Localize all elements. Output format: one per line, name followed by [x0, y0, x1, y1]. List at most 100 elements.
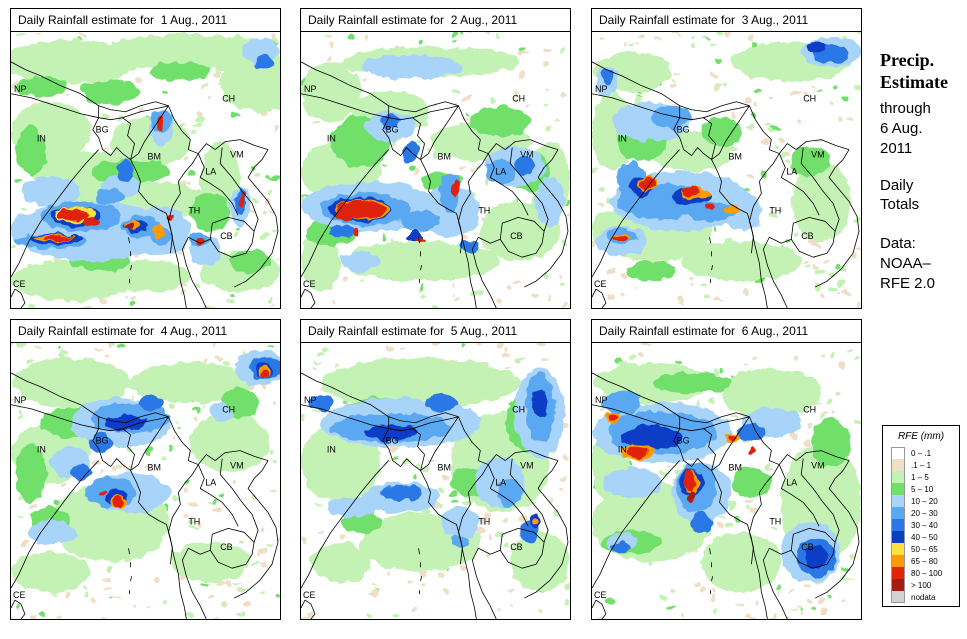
rain-speckle	[670, 588, 677, 595]
rain-speckle	[842, 598, 847, 602]
rain-cell	[601, 467, 662, 498]
rainfall-panel-aug-2: Daily Rainfall estimate for 2 Aug., 2011…	[300, 8, 571, 309]
rain-cell	[498, 477, 523, 508]
map-canvas: NP CH IN BG BM VM LA TH CB CE	[11, 32, 280, 308]
rain-speckle	[78, 33, 87, 37]
rain-speckle	[223, 603, 227, 607]
rain-speckle	[672, 33, 681, 36]
rain-speckle	[187, 171, 196, 178]
country-label-ce: CE	[13, 590, 25, 600]
rain-speckle	[185, 154, 190, 160]
legend-item: 30 – 40	[891, 519, 942, 531]
rain-speckle	[700, 283, 706, 287]
rain-speckle	[831, 84, 839, 91]
rain-speckle	[830, 352, 836, 359]
rainfall-field	[301, 343, 570, 619]
rain-cell	[113, 496, 124, 509]
country-label-in: IN	[37, 445, 46, 455]
rain-speckle	[710, 595, 717, 601]
rain-speckle	[250, 208, 255, 213]
rain-speckle	[702, 37, 710, 40]
rain-cell	[452, 536, 469, 549]
rain-speckle	[712, 297, 722, 303]
legend-swatch	[891, 531, 905, 543]
rain-speckle	[560, 303, 569, 308]
country-label-ch: CH	[512, 405, 525, 415]
rain-speckle	[648, 560, 653, 568]
rain-speckle	[776, 589, 781, 596]
rain-speckle	[712, 588, 717, 595]
rain-cell	[208, 402, 233, 423]
country-label-la: LA	[786, 166, 797, 176]
rain-cell	[99, 489, 106, 496]
rain-speckle	[852, 218, 861, 223]
rain-speckle	[242, 350, 246, 355]
rain-speckle	[790, 609, 798, 612]
rain-cell	[532, 387, 549, 418]
rain-speckle	[236, 611, 246, 616]
title-line-2: Estimate	[880, 72, 948, 92]
rain-speckle	[211, 304, 216, 308]
rain-speckle	[124, 293, 129, 298]
rain-speckle	[224, 581, 232, 588]
rain-cell	[510, 532, 570, 593]
rain-speckle	[179, 249, 183, 255]
rain-speckle	[476, 527, 485, 535]
rain-speckle	[16, 33, 26, 36]
rain-speckle	[188, 502, 197, 510]
rain-speckle	[192, 417, 198, 423]
rain-speckle	[814, 268, 824, 274]
rain-speckle	[720, 367, 724, 373]
panel-title: Daily Rainfall estimate for 3 Aug., 2011	[591, 8, 862, 32]
rain-cell	[380, 113, 401, 130]
rain-cell	[701, 532, 782, 593]
country-label-la: LA	[495, 477, 506, 487]
rain-speckle	[820, 410, 829, 415]
rain-speckle	[215, 357, 223, 362]
rain-speckle	[130, 296, 137, 303]
rain-speckle	[708, 44, 718, 47]
rain-speckle	[160, 92, 165, 96]
rain-speckle	[174, 421, 182, 425]
rain-speckle	[768, 95, 774, 99]
rain-speckle	[372, 584, 377, 587]
rain-speckle	[713, 609, 718, 617]
legend-swatch	[891, 471, 905, 483]
rain-speckle	[461, 95, 471, 102]
rain-speckle	[800, 611, 805, 617]
rain-speckle	[182, 487, 189, 492]
rain-speckle	[206, 499, 213, 503]
rain-speckle	[427, 148, 431, 151]
rain-speckle	[845, 117, 854, 121]
rain-speckle	[537, 343, 545, 346]
rain-speckle	[828, 271, 836, 278]
rain-cell	[606, 414, 617, 421]
rain-speckle	[713, 368, 721, 376]
rain-speckle	[262, 232, 271, 237]
rain-cell	[80, 79, 141, 104]
rain-cell	[335, 211, 356, 222]
rain-speckle	[251, 197, 260, 203]
rain-speckle	[413, 475, 417, 482]
rain-cell	[351, 228, 360, 235]
rain-speckle	[267, 188, 272, 195]
rain-cell	[723, 205, 740, 214]
rain-speckle	[714, 58, 723, 63]
rain-speckle	[310, 411, 320, 414]
rain-speckle	[133, 603, 138, 610]
rain-cell	[57, 208, 88, 221]
rain-speckle	[748, 129, 753, 132]
rain-speckle	[735, 602, 744, 606]
source-line-2: RFE 2.0	[880, 275, 936, 292]
rain-speckle	[454, 101, 459, 105]
rain-speckle	[326, 33, 331, 37]
rain-speckle	[250, 493, 257, 500]
legend-item: 5 – 10	[891, 483, 942, 495]
country-label-ch: CH	[222, 405, 235, 415]
rain-speckle	[132, 76, 141, 81]
legend-item: 80 – 100	[891, 567, 942, 579]
rain-cell	[301, 61, 361, 122]
rain-speckle	[714, 80, 722, 84]
rain-speckle	[465, 113, 472, 116]
country-label-bm: BM	[147, 463, 160, 473]
